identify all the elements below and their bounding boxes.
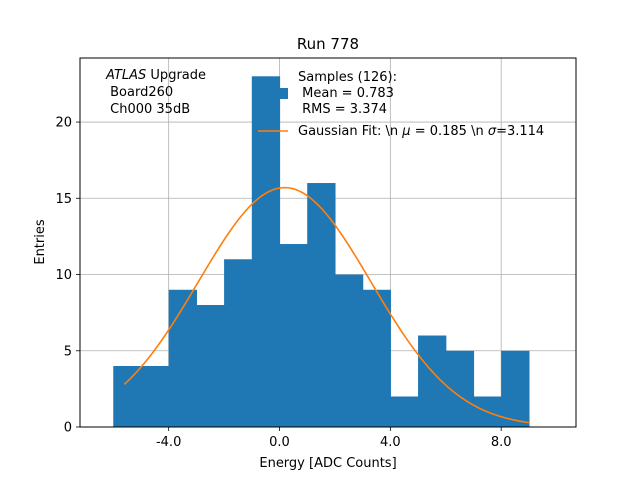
histogram-bar xyxy=(362,289,391,427)
legend-fit-sigma: σ xyxy=(488,124,497,139)
x-tick-label: -4.0 xyxy=(156,435,181,450)
histogram-bar xyxy=(196,305,225,427)
y-axis-label: Entries xyxy=(33,219,48,265)
legend-fit-text-post: =3.114 xyxy=(496,124,544,139)
annotation-line-3: Ch000 35dB xyxy=(106,102,190,117)
annotation-board: Board260 xyxy=(110,85,173,100)
atlas-annotation: ATLAS Upgrade Board260 Ch000 35dB xyxy=(105,68,206,117)
legend-fit-text-pre: Gaussian Fit: \n xyxy=(298,124,402,139)
x-tick-label: 8.0 xyxy=(491,435,512,450)
histogram-bar xyxy=(251,76,281,428)
histogram-bar xyxy=(113,366,142,427)
x-axis-label: Energy [ADC Counts] xyxy=(259,456,396,471)
legend-samples-line-2: Mean = 0.783 xyxy=(298,86,394,101)
annotation-upgrade: Upgrade xyxy=(150,68,206,83)
annotation-line-1: ATLAS Upgrade xyxy=(105,68,206,83)
y-tick-label: 5 xyxy=(64,344,72,359)
annotation-experiment: ATLAS xyxy=(105,68,146,83)
legend-samples-line-3: RMS = 3.374 xyxy=(298,102,387,117)
histogram-bar xyxy=(334,274,364,427)
y-tick-label: 10 xyxy=(55,268,72,283)
legend-fit-text-mid: = 0.185 \n xyxy=(411,124,488,139)
histogram-bar xyxy=(168,289,197,427)
y-tick-label: 15 xyxy=(55,192,72,207)
legend-fit-label: Gaussian Fit: \n μ = 0.185 \n σ=3.114 xyxy=(298,124,544,139)
legend-fit-mu: μ xyxy=(401,124,410,139)
legend: Samples (126): Mean = 0.783 RMS = 3.374 … xyxy=(258,70,544,139)
y-tick-label: 20 xyxy=(55,116,72,131)
histogram-bars xyxy=(113,76,530,428)
legend-samples-line-1: Samples (126): xyxy=(298,70,397,85)
histogram-bar xyxy=(224,259,253,427)
chart-title: Run 778 xyxy=(297,35,359,53)
histogram-bar xyxy=(501,350,530,427)
y-tick-label: 0 xyxy=(64,421,72,436)
gaussian-fit xyxy=(123,186,530,424)
legend-samples-patch xyxy=(258,88,288,99)
axis-ticks: -4.0 0.0 4.0 8.0 0 5 10 15 20 xyxy=(55,116,511,450)
histogram-bar xyxy=(279,244,308,427)
x-tick-label: 4.0 xyxy=(380,435,401,450)
histogram-bar xyxy=(307,183,336,427)
annotation-channel: Ch000 35dB xyxy=(110,102,190,117)
gaussian-fit-curve xyxy=(123,186,530,424)
x-tick-label: 0.0 xyxy=(269,435,290,450)
histogram-bar xyxy=(390,396,419,427)
annotation-line-2: Board260 xyxy=(106,85,173,100)
plot-frame xyxy=(79,57,577,428)
histogram-bar xyxy=(140,366,170,427)
